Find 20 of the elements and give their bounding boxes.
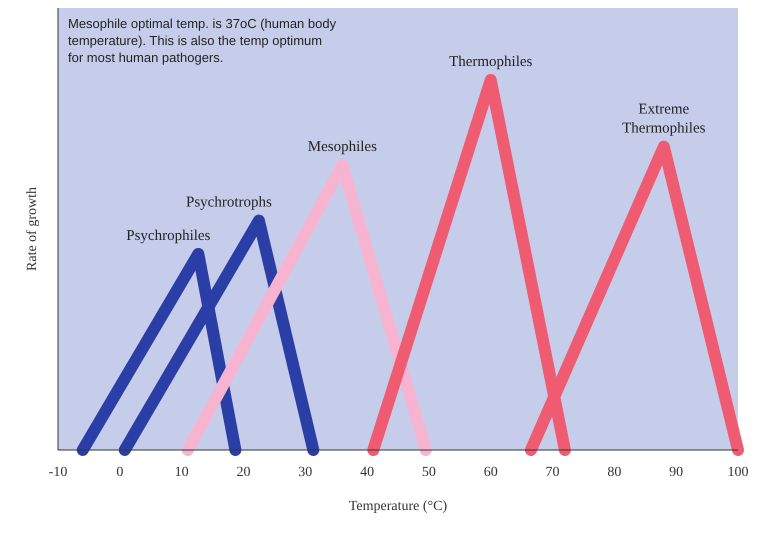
series-label: Psychrotrophs xyxy=(186,194,272,211)
series-label: Mesophiles xyxy=(308,139,378,156)
x-tick-label: 60 xyxy=(484,465,498,480)
x-tick-label: 50 xyxy=(422,465,436,480)
y-axis-title: Rate of growth xyxy=(25,187,40,271)
x-axis-title: Temperature (°C) xyxy=(348,499,448,514)
x-tick-label: -10 xyxy=(48,465,68,480)
series-label: Extreme Thermophiles xyxy=(622,102,706,137)
text: Mesophile optimal temp. is 37oC (human body temperature). This is also the temp optimum for most human pathogers. xyxy=(68,16,337,65)
x-tick-label: 30 xyxy=(298,465,312,480)
x-tick-label: 90 xyxy=(669,465,684,480)
series-label: Thermophiles xyxy=(449,54,533,70)
x-tick-label: 80 xyxy=(607,465,622,480)
x-tick-label: 20 xyxy=(236,465,250,480)
series-label: Psychrophiles xyxy=(126,228,211,244)
x-tick-label: 10 xyxy=(174,465,189,480)
x-tick-label: 100 xyxy=(728,465,748,480)
x-tick-label: 40 xyxy=(360,465,374,480)
x-tick-label: 0 xyxy=(116,465,124,480)
x-tick-label: 70 xyxy=(546,465,560,480)
